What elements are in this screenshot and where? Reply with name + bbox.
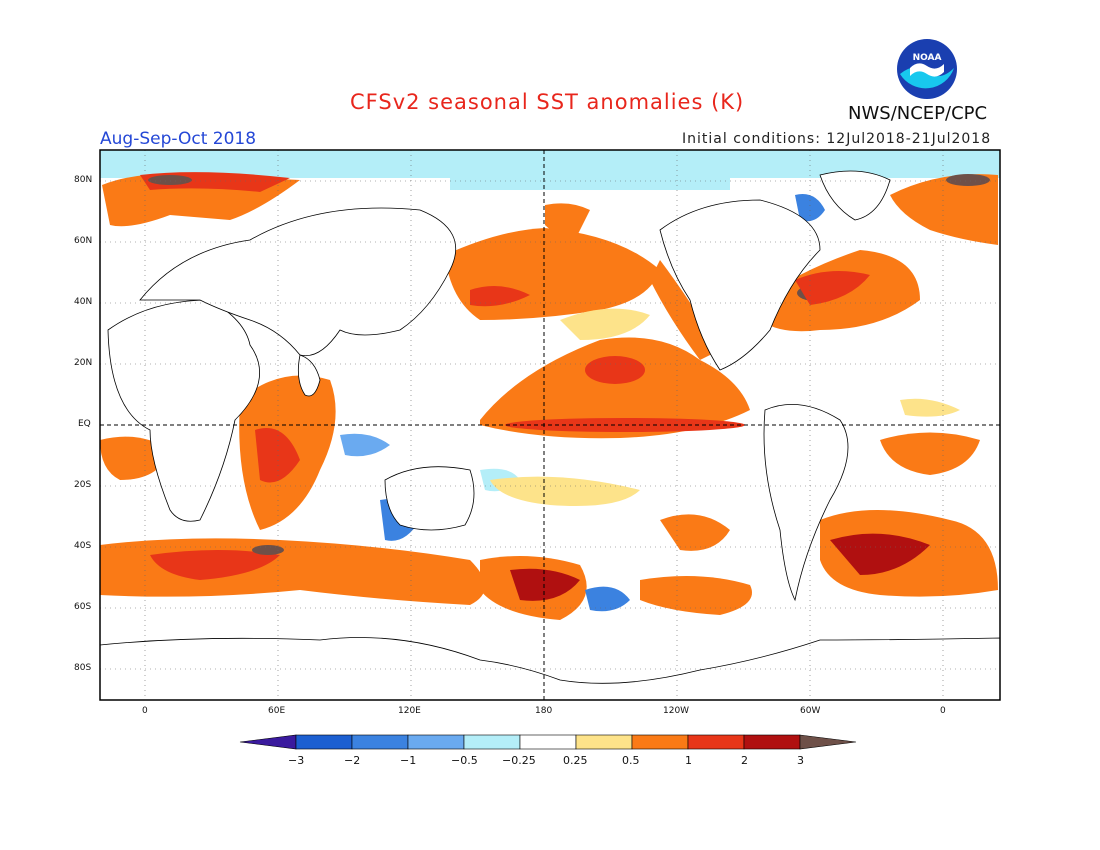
lat-label-20n: 20N [74, 358, 93, 368]
colorbar [239, 734, 857, 750]
colorbar-swatch [687, 734, 745, 750]
colorbar-swatch [631, 734, 689, 750]
lon-label-120w: 120W [663, 706, 690, 716]
initial-conditions: Initial conditions: 12Jul2018-21Jul2018 [682, 131, 992, 147]
colorbar-label: 2 [741, 754, 748, 767]
lon-label-60e: 60E [268, 706, 286, 716]
lat-label-40n: 40N [74, 297, 93, 307]
forecast-period: Aug-Sep-Oct 2018 [100, 129, 257, 149]
map-title: CFSv2 seasonal SST anomalies (K) [350, 90, 745, 114]
anomaly-field [100, 150, 1000, 620]
coastlines [99, 170, 1001, 701]
colorbar-swatch [351, 734, 409, 750]
colorbar-label: −2 [344, 754, 361, 767]
colorbar-swatch [519, 734, 577, 750]
lat-label-20s: 20S [74, 480, 92, 490]
lat-label-40s: 40S [74, 541, 92, 551]
lon-label-120e: 120E [398, 706, 421, 716]
colorbar-label: 1 [685, 754, 692, 767]
colorbar-label: −0.25 [502, 754, 536, 767]
colorbar-label: 0.25 [563, 754, 588, 767]
colorbar-swatch [463, 734, 521, 750]
lat-label-80n: 80N [74, 175, 93, 185]
lat-label-60s: 60S [74, 602, 92, 612]
lon-label-0-east: 0 [940, 706, 946, 716]
colorbar-label: 0.5 [622, 754, 640, 767]
agency-label: NWS/NCEP/CPC [848, 103, 988, 124]
colorbar-arrow-max [799, 734, 857, 750]
colorbar-swatch [407, 734, 465, 750]
colorbar-arrow-min [239, 734, 297, 750]
lat-label-80s: 80S [74, 663, 92, 673]
lat-label-eq: EQ [78, 419, 91, 429]
colorbar-label: −3 [288, 754, 305, 767]
lon-label-60w: 60W [800, 706, 821, 716]
map-frame [99, 149, 1001, 701]
noaa-logo: NOAA [897, 39, 957, 99]
colorbar-label: 3 [797, 754, 804, 767]
lon-label-180: 180 [535, 706, 553, 716]
lon-label-0: 0 [142, 706, 148, 716]
colorbar-swatch [575, 734, 633, 750]
colorbar-swatch [295, 734, 353, 750]
colorbar-label: −1 [400, 754, 417, 767]
colorbar-swatch [743, 734, 801, 750]
lat-label-60n: 60N [74, 236, 93, 246]
noaa-logo-text: NOAA [913, 53, 942, 63]
colorbar-label: −0.5 [451, 754, 478, 767]
